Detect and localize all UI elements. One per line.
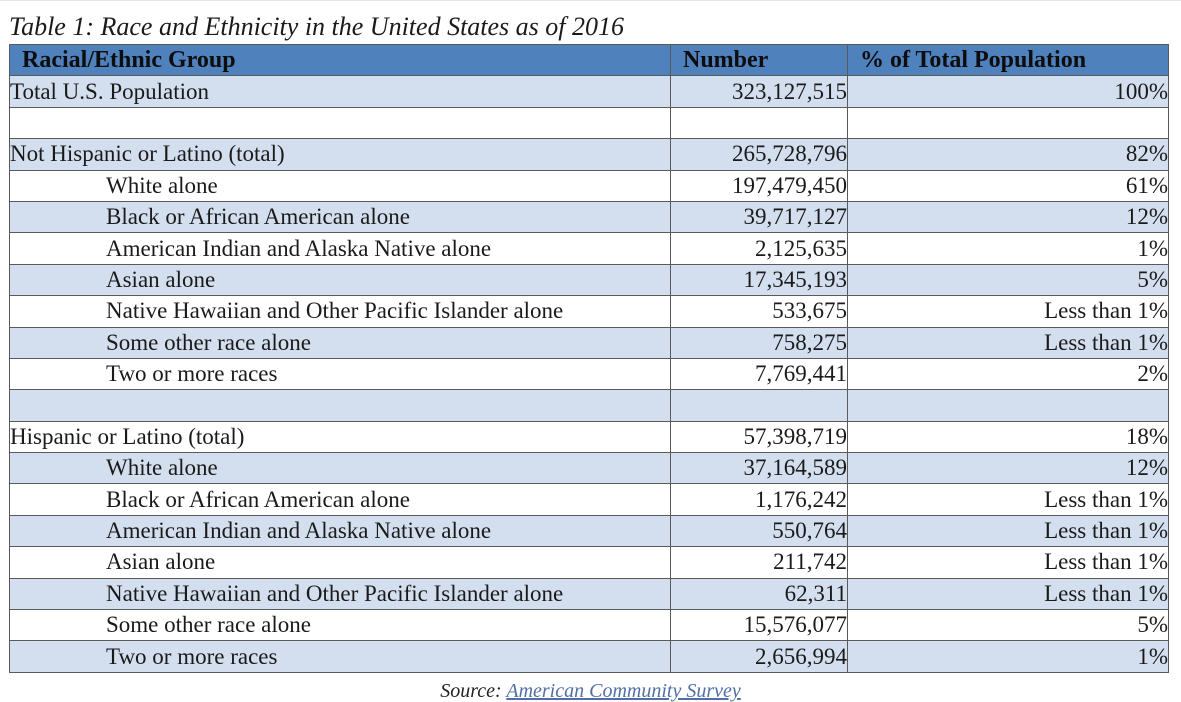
row-percent: 18% [847,420,1169,454]
table-row [9,389,1169,422]
row-number: 265,728,796 [670,138,848,171]
table-caption: Table 1: Race and Ethnicity in the Unite… [9,12,625,41]
row-number [670,389,848,422]
row-label: Two or more races [9,640,671,673]
header-percent: % of Total Population [847,43,1169,77]
row-label: Asian alone [9,546,671,579]
source-prefix: Source: [440,680,502,702]
row-percent: Less than 1% [847,483,1169,516]
header-row: Racial/Ethnic Group Number % of Total Po… [9,43,1169,77]
row-number: 550,764 [670,514,848,548]
header-group: Racial/Ethnic Group [9,43,671,77]
table-row: Two or more races 2,656,994 1% [9,640,1169,673]
row-number: 211,742 [670,546,848,579]
row-percent: 12% [847,452,1169,485]
table-row: Native Hawaiian and Other Pacific Island… [9,295,1169,328]
row-label: White alone [9,452,671,485]
row-percent: Less than 1% [847,514,1169,548]
row-number: 37,164,589 [670,452,848,485]
row-percent: 1% [847,232,1169,265]
row-label: Black or African American alone [9,483,671,516]
row-label: Native Hawaiian and Other Pacific Island… [9,295,671,328]
source-link[interactable]: American Community Survey [506,680,741,702]
row-number: 2,656,994 [670,640,848,673]
table-row: Some other race alone 15,576,077 5% [9,609,1169,642]
row-number: 39,717,127 [670,200,848,234]
row-percent: Less than 1% [847,577,1169,611]
table-row: White alone 37,164,589 12% [9,452,1169,485]
row-number: 323,127,515 [670,75,848,108]
table-row: Black or African American alone 1,176,242… [9,483,1169,516]
row-percent: 2% [847,357,1169,391]
row-percent [847,106,1169,140]
row-percent: 5% [847,609,1169,642]
row-label: Two or more races [9,357,671,391]
table-row: Two or more races 7,769,441 2% [9,357,1169,391]
table-row: Native Hawaiian and Other Pacific Island… [9,577,1169,611]
row-number: 197,479,450 [670,169,848,202]
table-row: American Indian and Alaska Native alone 5… [9,514,1169,548]
row-number [670,106,848,140]
row-label: White alone [9,169,671,202]
row-percent: 100% [847,75,1169,108]
row-percent [847,389,1169,422]
row-label: American Indian and Alaska Native alone [9,514,671,548]
row-number: 758,275 [670,326,848,359]
table-row [9,106,1169,140]
row-percent: Less than 1% [847,326,1169,359]
row-number: 533,675 [670,295,848,328]
table-row: White alone 197,479,450 61% [9,169,1169,202]
table-row: Asian alone 211,742 Less than 1% [9,546,1169,579]
row-number: 62,311 [670,577,848,611]
row-number: 2,125,635 [670,232,848,265]
row-label: American Indian and Alaska Native alone [9,232,671,265]
table-row: Hispanic or Latino (total) 57,398,719 18% [9,420,1169,454]
row-percent: 82% [847,138,1169,171]
table-row: Some other race alone 758,275 Less than 1% [9,326,1169,359]
top-divider [0,0,1181,1]
source-line: Source: American Community Survey [0,679,1181,702]
table-row: American Indian and Alaska Native alone 2… [9,232,1169,265]
header-number: Number [670,43,848,77]
row-label [9,106,671,140]
row-percent: 61% [847,169,1169,202]
row-label: Native Hawaiian and Other Pacific Island… [9,577,671,611]
row-label: Some other race alone [9,326,671,359]
row-percent: 1% [847,640,1169,673]
row-percent: 5% [847,263,1169,297]
row-label: Total U.S. Population [9,75,671,108]
row-label: Some other race alone [9,609,671,642]
table-row: Black or African American alone 39,717,12… [9,200,1169,234]
row-number: 15,576,077 [670,609,848,642]
row-label: Hispanic or Latino (total) [9,420,671,454]
row-number: 1,176,242 [670,483,848,516]
row-percent: Less than 1% [847,546,1169,579]
table-row: Asian alone 17,345,193 5% [9,263,1169,297]
row-label: Not Hispanic or Latino (total) [9,138,671,171]
table-row: Total U.S. Population 323,127,515 100% [9,75,1169,108]
row-number: 17,345,193 [670,263,848,297]
row-number: 57,398,719 [670,420,848,454]
row-label: Asian alone [9,263,671,297]
row-percent: Less than 1% [847,295,1169,328]
row-percent: 12% [847,200,1169,234]
row-number: 7,769,441 [670,357,848,391]
table-row: Not Hispanic or Latino (total) 265,728,79… [9,138,1169,171]
race-ethnicity-table: Racial/Ethnic Group Number % of Total Po… [9,43,1169,673]
row-label: Black or African American alone [9,200,671,234]
row-label [9,389,671,422]
